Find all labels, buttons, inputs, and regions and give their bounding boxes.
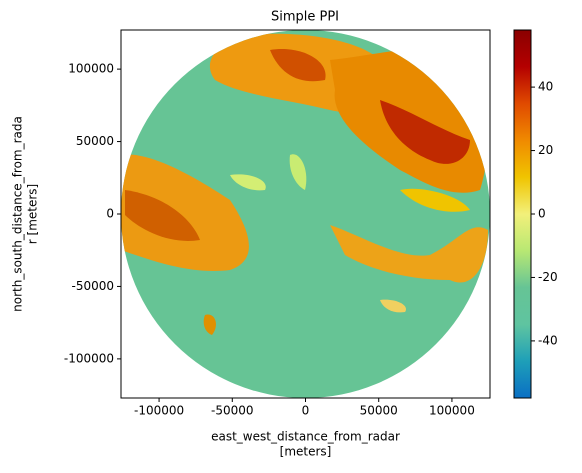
y-axis-label: north_south_distance_from_rada: [11, 116, 25, 312]
chart-title: Simple PPI: [271, 10, 339, 25]
echo: [380, 100, 470, 164]
colorbar-tick-label: 20: [538, 143, 553, 157]
y-tick-label: -100000: [64, 351, 114, 365]
echo: [380, 299, 406, 313]
colorbar-tick-label: 40: [538, 80, 553, 94]
echo: [203, 314, 216, 335]
colorbar-tick-label: -20: [538, 270, 558, 284]
y-tick-label: -50000: [71, 279, 114, 293]
echo: [121, 154, 249, 271]
x-axis-label: east_west_distance_from_radar: [211, 430, 400, 444]
x-tick-label: -50000: [211, 404, 254, 418]
echo: [125, 190, 200, 241]
y-axis-label: r [meters]: [26, 184, 40, 244]
x-tick-label: -100000: [134, 404, 184, 418]
x-tick-label: 0: [302, 404, 310, 418]
y-tick-label: 0: [106, 207, 114, 221]
echo: [230, 174, 266, 191]
x-tick-label: 50000: [360, 404, 398, 418]
echo: [400, 188, 470, 212]
echo: [270, 49, 326, 82]
x-axis-label: [meters]: [280, 445, 332, 459]
colorbar-tick-label: -40: [538, 333, 558, 347]
echo: [289, 154, 307, 190]
echo: [330, 225, 488, 283]
x-tick-label: 100000: [429, 404, 475, 418]
colorbar: [513, 29, 532, 399]
y-tick-label: 50000: [76, 134, 114, 148]
y-tick-label: 100000: [68, 62, 114, 76]
colorbar-tick-label: 0: [538, 207, 546, 221]
